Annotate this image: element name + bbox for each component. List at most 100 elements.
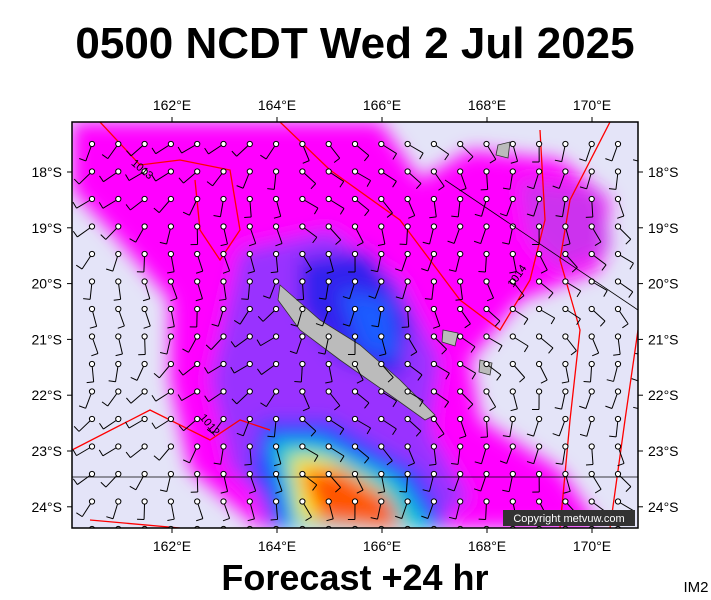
barb-station xyxy=(430,250,437,258)
barb-station xyxy=(378,388,385,395)
barb-staff xyxy=(432,529,434,547)
barb-flag xyxy=(86,381,94,384)
barb-flag xyxy=(425,546,432,547)
barb-station xyxy=(457,278,464,285)
barb-flag xyxy=(471,372,477,380)
barb-station xyxy=(509,415,516,423)
barb-station xyxy=(273,195,280,203)
barb-station xyxy=(194,443,201,450)
barb-station xyxy=(299,333,306,340)
barb-station xyxy=(325,525,332,528)
barb-station xyxy=(246,333,253,340)
barb-flag xyxy=(248,243,256,247)
barb-station xyxy=(378,498,385,505)
forecast-label: Forecast +24 hr xyxy=(221,557,488,598)
barb-station xyxy=(141,140,148,148)
map-area: 1013 1014 1012 Copyright metvuw.com xyxy=(72,122,647,547)
barb-flag xyxy=(241,546,248,547)
barb-station xyxy=(457,360,464,368)
barb-station xyxy=(536,415,543,423)
barb-station xyxy=(299,250,306,258)
barb-station xyxy=(246,360,253,368)
barb-flag xyxy=(364,210,370,217)
barb-station xyxy=(194,140,201,148)
lat-label: 20°S xyxy=(648,276,679,292)
barb-flag xyxy=(563,490,571,494)
barb-station xyxy=(220,525,227,528)
barb-station xyxy=(614,498,622,505)
barb-station xyxy=(430,415,437,423)
barb-flag xyxy=(444,153,450,161)
barb-staff xyxy=(539,529,553,540)
barb-flag xyxy=(260,154,267,160)
barb-flag xyxy=(605,158,613,162)
barb-flag xyxy=(230,366,235,374)
barb-staff xyxy=(644,172,646,190)
barb-station xyxy=(115,140,122,148)
barb-station xyxy=(378,443,385,450)
barb-flag xyxy=(196,518,203,522)
barb-flag xyxy=(318,352,326,355)
barb-station xyxy=(588,388,595,395)
barb-flag xyxy=(275,490,283,494)
barb-flag xyxy=(377,491,385,494)
barb-station xyxy=(457,415,464,423)
barb-station xyxy=(430,498,437,505)
barb-station xyxy=(220,278,227,285)
barb-station xyxy=(246,250,253,258)
barb-station xyxy=(273,223,280,230)
barb-flag xyxy=(248,490,256,494)
barb-station xyxy=(509,498,516,505)
barb-station xyxy=(351,223,359,230)
barb-flag xyxy=(98,449,104,457)
barb-station xyxy=(509,443,516,450)
barb-flag xyxy=(608,188,617,190)
barb-station xyxy=(220,498,227,505)
barb-station xyxy=(141,278,148,285)
barb-station xyxy=(457,195,464,203)
barb-station xyxy=(404,195,411,203)
barb-flag xyxy=(387,377,394,383)
barb-flag xyxy=(100,481,107,488)
barb-station xyxy=(588,140,595,148)
barb-flag xyxy=(177,146,183,154)
barb-flag xyxy=(518,295,525,301)
barb-station xyxy=(194,250,201,258)
barb-station xyxy=(299,168,306,175)
barb-staff xyxy=(197,529,202,546)
barb-station xyxy=(642,251,647,256)
lat-label: 23°S xyxy=(648,443,679,459)
barb-station xyxy=(483,140,490,148)
barb-flag xyxy=(231,398,238,405)
barb-flag xyxy=(415,430,422,437)
barb-station xyxy=(220,223,227,230)
barb-flag xyxy=(318,297,326,300)
barb-flag xyxy=(470,346,476,353)
barb-flag xyxy=(89,325,97,329)
barb-flag xyxy=(366,180,372,187)
barb-station xyxy=(325,168,332,175)
barb-station xyxy=(509,278,516,285)
barb-station xyxy=(378,525,385,528)
barb-flag xyxy=(79,158,87,162)
barb-flag xyxy=(548,347,554,354)
barb-station xyxy=(246,498,253,505)
barb-flag xyxy=(356,242,364,247)
barb-station xyxy=(642,306,647,311)
barb-station xyxy=(562,470,569,478)
barb-station xyxy=(88,415,96,423)
copyright: Copyright metvuw.com xyxy=(513,513,624,525)
barb-flag xyxy=(548,292,554,299)
lon-label: 166°E xyxy=(363,538,401,554)
barb-station xyxy=(378,195,385,203)
barb-station xyxy=(220,305,227,313)
barb-flag xyxy=(211,323,219,327)
barb-station xyxy=(194,388,201,395)
barb-station xyxy=(562,415,569,423)
barb-flag xyxy=(72,478,78,485)
barb-station xyxy=(141,470,148,478)
barb-flag xyxy=(474,213,482,217)
barb-station xyxy=(325,223,332,230)
barb-flag xyxy=(72,449,77,456)
barb-flag xyxy=(445,372,450,380)
